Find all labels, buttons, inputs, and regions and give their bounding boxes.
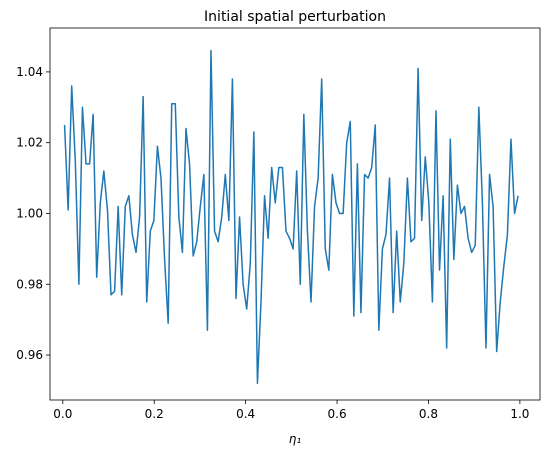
x-tick-label: 0.2 (145, 407, 164, 421)
y-tick-label: 1.04 (16, 65, 43, 79)
axes-frame (49, 27, 541, 401)
x-tick-label: 0.6 (328, 407, 347, 421)
chart-title: Initial spatial perturbation (204, 9, 386, 25)
y-tick-label: 0.98 (16, 277, 43, 291)
x-axis-label: η₁ (289, 432, 302, 446)
y-tick-label: 1.02 (16, 136, 43, 150)
x-tick-label: 0.8 (419, 407, 438, 421)
x-tick-label: 1.0 (510, 407, 529, 421)
x-tick-label: 0.4 (236, 407, 255, 421)
y-tick-label: 1.00 (16, 206, 43, 220)
x-tick-label: 0.0 (53, 407, 72, 421)
data-line (63, 49, 519, 385)
y-tick-label: 0.96 (16, 348, 43, 362)
